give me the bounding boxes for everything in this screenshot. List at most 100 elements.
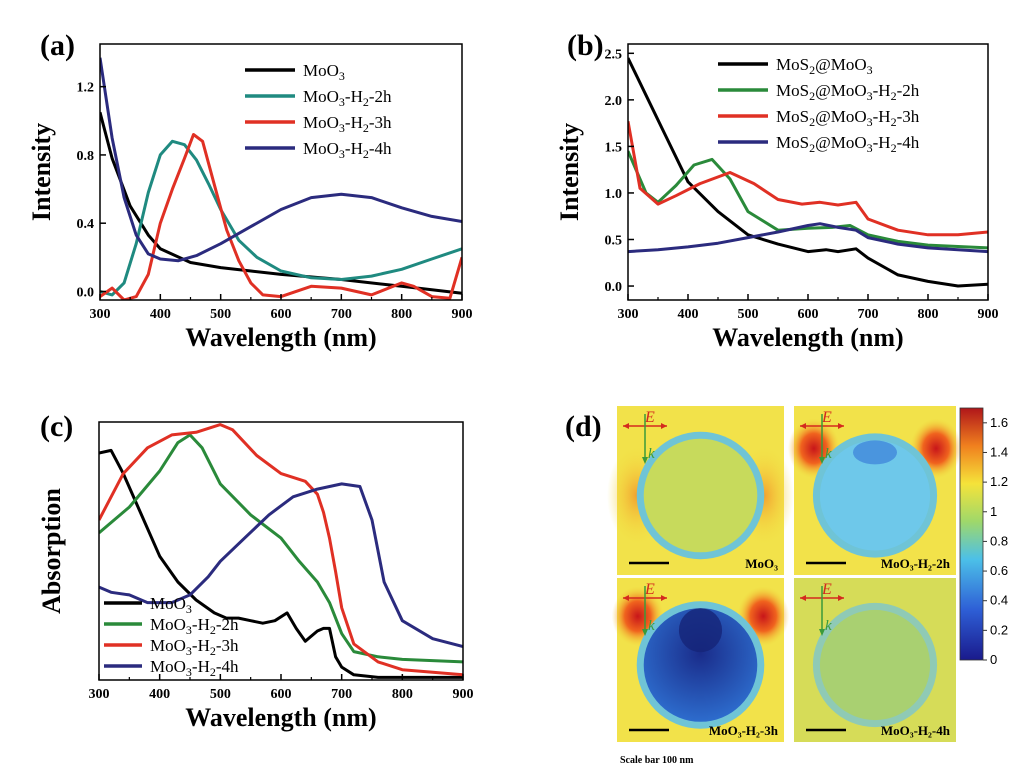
formula-part: -: [369, 139, 375, 158]
formula-part: 2: [809, 141, 815, 155]
legend-label: MoO3-H2-3h: [303, 113, 392, 135]
map-label: MoO₃-H₂-2h: [881, 556, 951, 571]
e-field-arrowhead: [838, 595, 844, 601]
x-axis-title: Wavelength (nm): [712, 323, 903, 352]
formula-part: 2: [891, 115, 897, 129]
e-field-arrowhead: [838, 423, 844, 429]
formula-part: h: [230, 615, 239, 634]
e-field-arrowhead: [623, 423, 629, 429]
e-field-label: E: [644, 581, 655, 598]
formula-part: 2: [363, 147, 369, 161]
formula-part: -: [897, 81, 903, 100]
formula-part: 2: [891, 141, 897, 155]
series-line-2: [100, 133, 462, 300]
formula-part: h: [911, 107, 920, 126]
colorbar-tick-label: 0.2: [990, 622, 1008, 637]
map-label: MoO₃: [745, 556, 778, 571]
series-line-1: [628, 150, 988, 250]
formula-part: 2: [891, 89, 897, 103]
formula-part: 3: [222, 636, 231, 655]
map-label: MoO₃-H₂-4h: [881, 723, 951, 738]
formula-part: -: [369, 87, 375, 106]
x-tick-label: 300: [90, 307, 111, 322]
formula-part: 3: [186, 602, 192, 616]
formula-part: 3: [375, 113, 384, 132]
legend-label: MoS2@MoO3-H2-2h: [776, 81, 920, 103]
panel-label: (a): [40, 29, 75, 62]
chart-panel-0: 300 400 500 600 700 800 900 0.0 0.4 0.8 1.2 Wavelen…: [27, 29, 473, 352]
x-tick-label: 400: [678, 307, 699, 322]
y-tick-label: 2.5: [605, 47, 623, 62]
formula-part: -H: [192, 657, 210, 676]
formula-part: 3: [339, 69, 345, 83]
formula-part: -: [369, 113, 375, 132]
colorbar-tick-label: 0.8: [990, 533, 1008, 548]
formula-part: MoS: [776, 55, 809, 74]
colorbar-tick-label: 1.2: [990, 474, 1008, 489]
k-vector-arrowhead: [819, 629, 825, 636]
series-line-2: [628, 121, 988, 237]
formula-part: -H: [345, 113, 363, 132]
k-vector-label: k: [648, 446, 655, 462]
e-field-label: E: [821, 581, 832, 598]
y-tick-label: 0.0: [605, 280, 623, 295]
legend-label: MoO3-H2-4h: [150, 657, 239, 679]
formula-part: 3: [867, 89, 873, 103]
formula-part: 3: [186, 644, 192, 658]
formula-part: 3: [867, 115, 873, 129]
formula-part: -H: [345, 87, 363, 106]
map-core: [819, 609, 931, 721]
formula-part: MoO: [303, 61, 339, 80]
series-line-0: [628, 57, 988, 288]
x-tick-label: 300: [618, 307, 639, 322]
x-tick-label: 800: [918, 307, 939, 322]
legend-label: MoS2@MoO3-H2-4h: [776, 133, 920, 155]
formula-part: 3: [186, 623, 192, 637]
formula-part: 2: [375, 87, 384, 106]
formula-part: 2: [363, 95, 369, 109]
y-tick-label: 0.8: [77, 149, 95, 164]
legend-label: MoO3-H2-4h: [303, 139, 392, 161]
formula-part: 3: [186, 665, 192, 679]
formula-part: h: [383, 113, 392, 132]
x-tick-label: 900: [452, 307, 473, 322]
formula-part: -H: [873, 81, 891, 100]
series-line-3: [99, 482, 463, 648]
formula-part: 2: [210, 644, 216, 658]
formula-part: -H: [192, 636, 210, 655]
formula-part: -: [216, 615, 222, 634]
formula-part: 2: [363, 121, 369, 135]
formula-part: h: [911, 81, 920, 100]
e-field-arrowhead: [800, 595, 806, 601]
e-field-arrowhead: [800, 423, 806, 429]
x-tick-label: 500: [738, 307, 759, 322]
series-line-1: [99, 433, 463, 664]
x-tick-label: 600: [798, 307, 819, 322]
y-tick-label: 1.2: [77, 81, 95, 96]
k-vector-label: k: [648, 618, 655, 634]
x-tick-label: 400: [149, 687, 170, 702]
formula-part: h: [911, 133, 920, 152]
chart-panel-1: 300 400 500 600 700 800 900 0.0 0.5 1.0 1.5 2.0 2.5 W…: [555, 29, 999, 352]
formula-part: MoO: [303, 87, 339, 106]
colorbar: [959, 407, 984, 661]
panel-label: (b): [567, 29, 604, 62]
colorbar-tick-label: 1.6: [990, 415, 1008, 430]
formula-part: h: [383, 87, 392, 106]
formula-part: 2: [222, 615, 231, 634]
k-vector-arrowhead: [642, 629, 648, 636]
e-field-arrowhead: [661, 595, 667, 601]
colorbar-tick-label: 1: [990, 504, 997, 519]
legend-label: MoO3-H2-2h: [150, 615, 239, 637]
legend-label: MoO3-H2-3h: [150, 636, 239, 658]
formula-part: MoO: [150, 615, 186, 634]
x-tick-label: 500: [210, 687, 231, 702]
formula-part: 2: [210, 623, 216, 637]
series-line-2: [99, 423, 463, 677]
map-label: MoO₃-H₂-3h: [709, 723, 779, 738]
colorbar-tick-label: 0.4: [990, 593, 1008, 608]
y-tick-label: 1.0: [605, 187, 623, 202]
legend-label: MoS2@MoO3-H2-3h: [776, 107, 920, 129]
scale-bar-caption: Scale bar 100 nm: [620, 755, 694, 766]
